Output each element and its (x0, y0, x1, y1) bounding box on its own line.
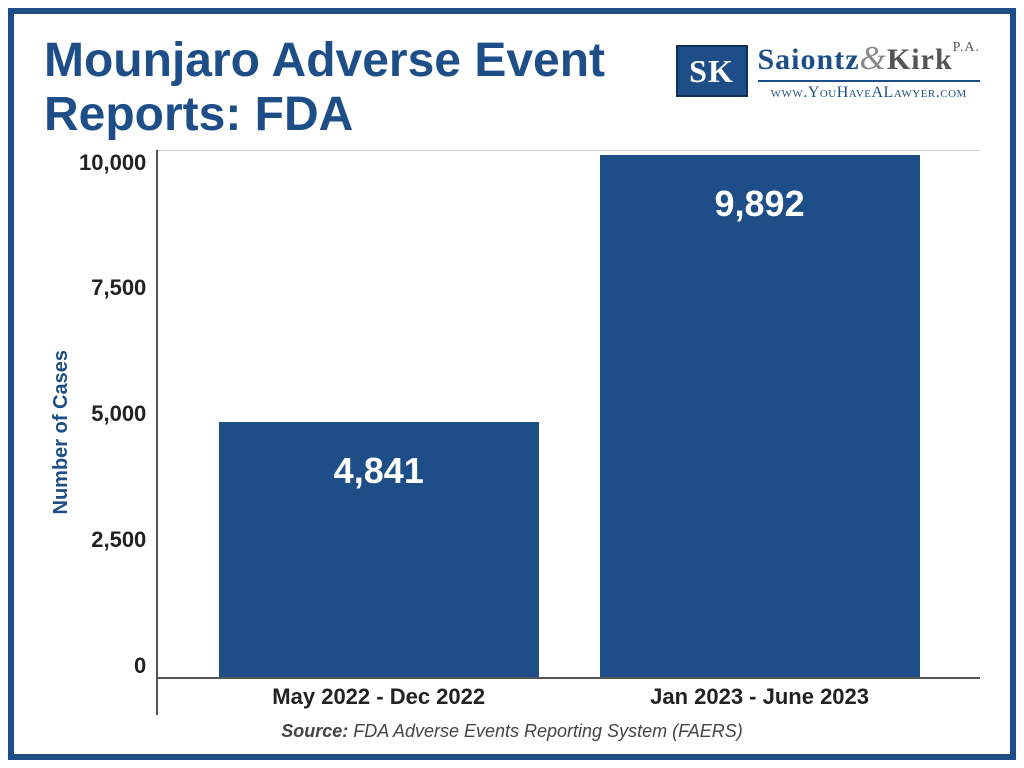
y-axis-label: Number of Cases (44, 150, 79, 716)
chart-title: Mounjaro Adverse Event Reports: FDA (44, 34, 676, 142)
bar-0: 4,841 (219, 422, 539, 677)
xlabel-0: May 2022 - Dec 2022 (219, 684, 539, 710)
xlabel-1: Jan 2023 - June 2023 (600, 684, 920, 710)
source-text: FDA Adverse Events Reporting System (FAE… (348, 721, 742, 741)
bar-0-value: 4,841 (334, 450, 424, 492)
source-label: Source: (281, 721, 348, 741)
y-axis-ticks: 10,000 7,500 5,000 2,500 0 (79, 150, 156, 716)
firm-suffix: P.A. (953, 40, 980, 55)
tagline-suffix: .com (936, 84, 967, 101)
ytick: 7,500 (91, 275, 146, 301)
source-line: Source: FDA Adverse Events Reporting Sys… (44, 715, 980, 742)
firm-name-part2: Kirk (887, 43, 953, 76)
firm-name-part1: Saiontz (758, 43, 860, 76)
plot-region: 4,841 9,892 May 2022 - Dec 2022 Jan 2023… (156, 150, 980, 716)
firm-ampersand: & (860, 40, 887, 77)
bars-container: 4,841 9,892 (158, 150, 980, 678)
bar-1-value: 9,892 (715, 183, 805, 225)
ytick: 2,500 (91, 527, 146, 553)
logo-badge: SK (676, 45, 748, 97)
firm-name: Saiontz&KirkP.A. (758, 40, 981, 78)
logo-text: Saiontz&KirkP.A. www.YouHaveALawyer.com (758, 40, 981, 102)
chart-card: Mounjaro Adverse Event Reports: FDA SK S… (8, 8, 1016, 760)
tagline-prefix: www. (771, 84, 808, 101)
x-axis-labels: May 2022 - Dec 2022 Jan 2023 - June 2023 (158, 679, 980, 715)
header-row: Mounjaro Adverse Event Reports: FDA SK S… (44, 34, 980, 142)
firm-tagline: www.YouHaveALawyer.com (758, 84, 981, 102)
ytick: 5,000 (91, 401, 146, 427)
chart-area: Number of Cases 10,000 7,500 5,000 2,500… (44, 150, 980, 716)
ytick: 0 (134, 653, 146, 679)
tagline-mid: YouHaveALawyer (808, 84, 936, 101)
bar-1: 9,892 (600, 155, 920, 677)
ytick: 10,000 (79, 150, 146, 176)
firm-logo: SK Saiontz&KirkP.A. www.YouHaveALawyer.c… (676, 34, 981, 102)
logo-divider (758, 80, 981, 82)
plot-inner: 4,841 9,892 (158, 150, 980, 680)
